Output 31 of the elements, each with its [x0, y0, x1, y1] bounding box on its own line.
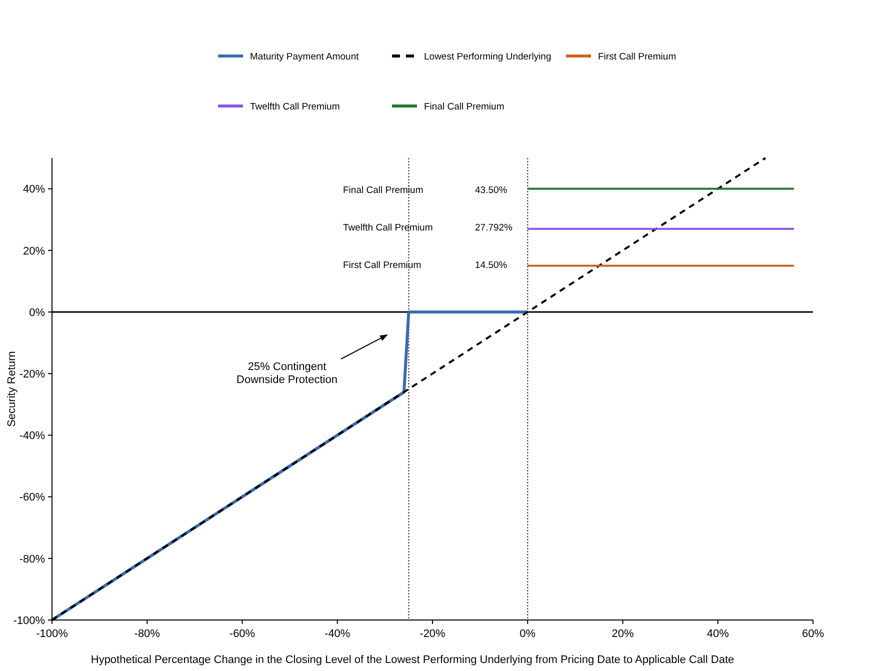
annotation: Final Call Premium [343, 185, 424, 196]
x-tick-label: 40% [706, 628, 730, 640]
x-tick-label: -60% [229, 628, 256, 640]
x-tick-label: 60% [802, 628, 824, 640]
annotation: First Call Premium [343, 260, 422, 271]
annotation: Twelfth Call Premium [343, 222, 433, 234]
y-tick-label: -40% [19, 430, 46, 442]
x-tick-label: 20% [612, 628, 634, 640]
annotation: 27.792% [475, 222, 514, 234]
legend-label: Maturity Payment Amount [250, 51, 360, 62]
annotation: 43.50% [475, 185, 508, 196]
legend-label: First Call Premium [598, 51, 676, 62]
y-tick-label: -100% [13, 614, 46, 627]
y-tick-label: -20% [19, 368, 46, 380]
x-axis-title: Hypothetical Percentage Change in the Closing Level of the Lowest Performing Underlying from Pricing Date to Applicable Call Date [90, 654, 734, 666]
x-tick-label: -80% [134, 628, 160, 640]
x-tick-label: -100% [36, 628, 68, 640]
x-tick-label: -40% [324, 628, 350, 640]
y-tick-label: 20% [22, 245, 46, 258]
legend-label: Final Call Premium [424, 101, 504, 112]
x-tick-label: 0% [520, 628, 536, 640]
annotation: 14.50% [475, 260, 508, 271]
annotation: 25% Contingent Downside Protection [236, 361, 338, 386]
y-tick-label: 40% [22, 184, 46, 196]
y-tick-label: -60% [19, 492, 46, 504]
legend-label: Twelfth Call Premium [250, 101, 340, 112]
x-tick-label: -20% [420, 628, 446, 640]
legend-label: Lowest Performing Underlying [424, 51, 552, 62]
y-tick-label: 0% [29, 306, 46, 319]
y-tick-label: -80% [19, 553, 46, 566]
y-axis-title: Security Return [6, 351, 18, 427]
